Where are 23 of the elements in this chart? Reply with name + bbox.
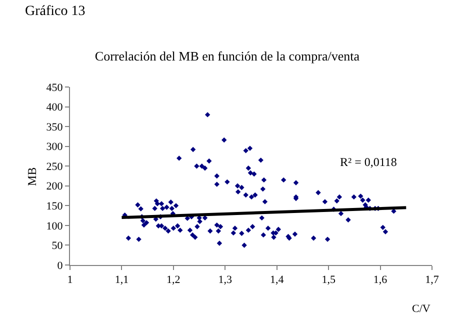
x-tick-label: 1 [67, 274, 73, 286]
y-tick-label: 400 [46, 102, 64, 114]
text: Gráfico 13 [25, 4, 86, 19]
y-tick-label: 0 [57, 260, 64, 272]
y-tick-label: 50 [52, 240, 64, 252]
y-tick-label: 150 [46, 200, 64, 213]
x-tick-label: 1,1 [114, 274, 129, 286]
y-tick-label: 200 [46, 180, 64, 193]
x-tick-label: 1,3 [218, 274, 233, 286]
annotation: R² = 0,0118 [340, 155, 397, 169]
x-tick-label: 1,6 [373, 274, 388, 286]
x-tick-label: 1,5 [322, 274, 336, 286]
y-axis-title: MB [24, 167, 39, 186]
x-tick-label: 1,2 [166, 274, 180, 286]
y-tick-label: 350 [46, 121, 64, 134]
y-tick-label: 300 [46, 141, 64, 154]
x-tick-label: 1,4 [270, 274, 284, 286]
y-tick-label: 250 [46, 160, 64, 173]
y-tick-label: 100 [46, 220, 64, 232]
x-tick-label: 1,7 [425, 274, 440, 286]
y-tick-label: 450 [46, 82, 64, 94]
x-axis-title: C/V [412, 303, 430, 315]
chart-title: Correlación del MB en función de la compra/venta [94, 48, 360, 64]
